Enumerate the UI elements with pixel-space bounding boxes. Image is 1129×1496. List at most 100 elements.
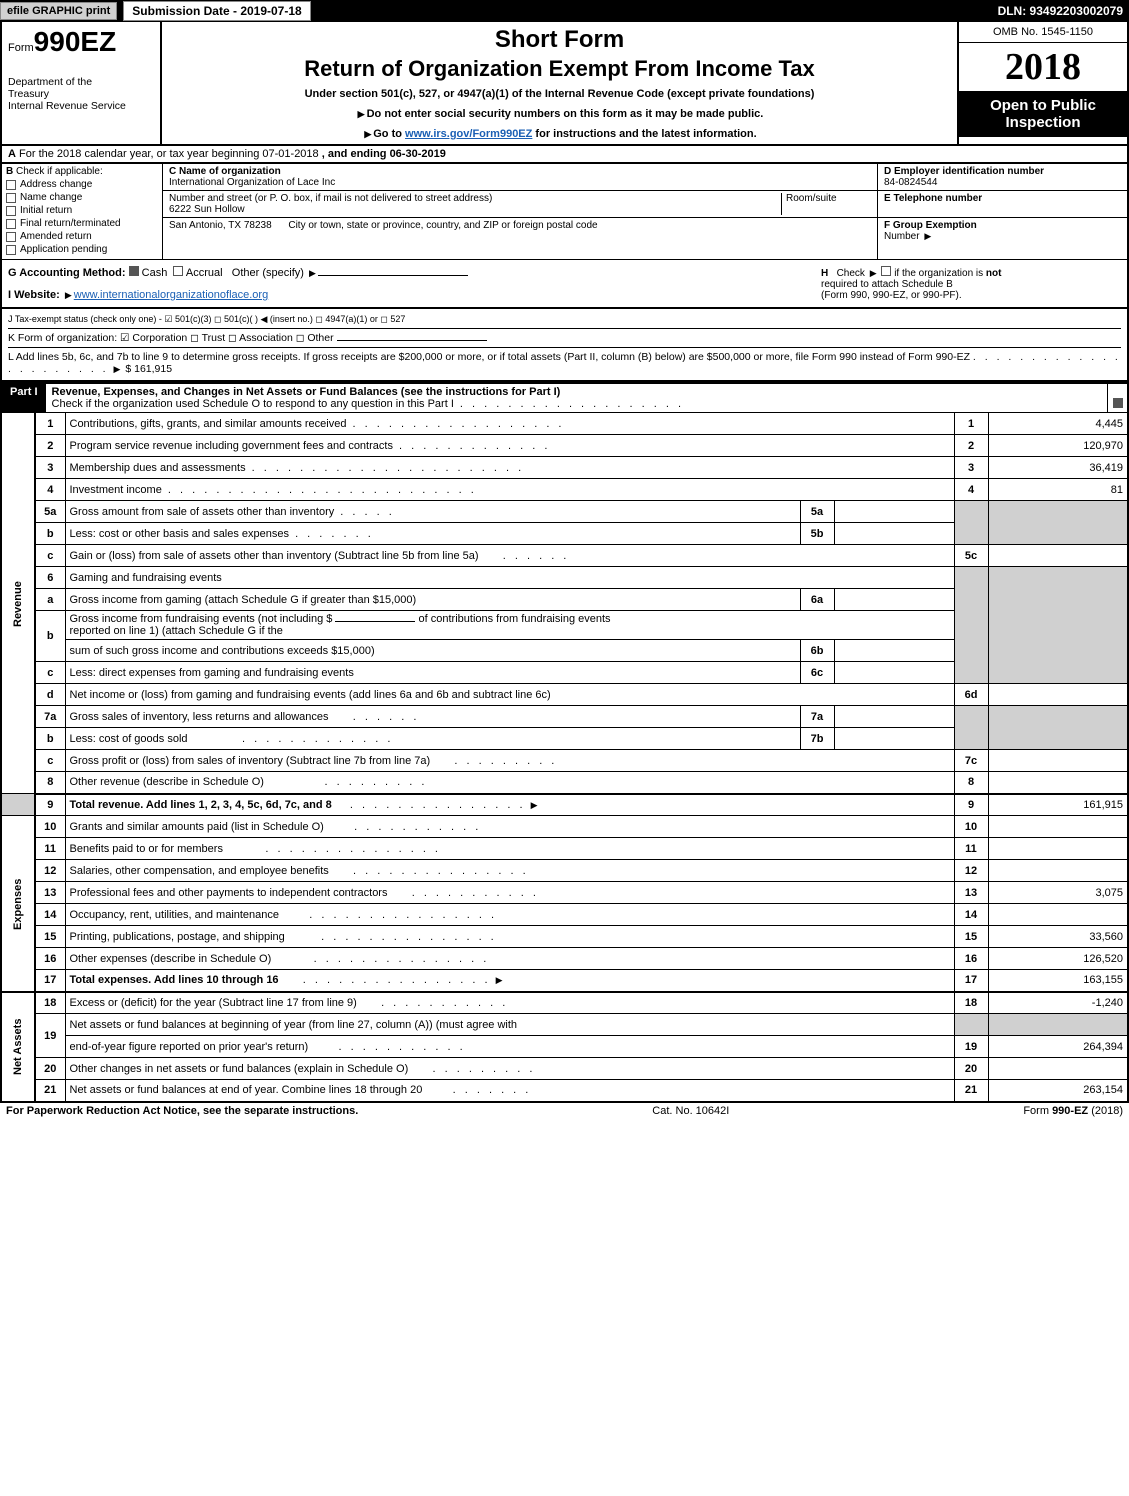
- numcol: 2: [954, 435, 988, 457]
- footer-right: Form 990-EZ (2018): [1023, 1105, 1123, 1117]
- subln: 7a: [800, 706, 834, 728]
- opt-other: Other (specify): [232, 267, 304, 279]
- desc: Net assets or fund balances at end of ye…: [70, 1084, 423, 1096]
- amt: 4,445: [988, 413, 1128, 435]
- label-h: H: [821, 268, 828, 279]
- dept-line1: Department of the: [8, 76, 154, 88]
- amt: 120,970: [988, 435, 1128, 457]
- checkbox-application-pending[interactable]: [6, 245, 16, 255]
- open-public-2: Inspection: [963, 114, 1123, 131]
- cat-expenses: Expenses: [1, 816, 35, 992]
- other-specify-input[interactable]: [318, 275, 468, 276]
- part1-check-text: Check if the organization used Schedule …: [52, 398, 454, 410]
- checkbox-h[interactable]: [881, 266, 891, 276]
- amt: 81: [988, 479, 1128, 501]
- numcol: 10: [954, 816, 988, 838]
- label-e: E Telephone number: [884, 193, 982, 204]
- desc3: reported on line 1) (attach Schedule G i…: [70, 625, 283, 637]
- ln: 16: [35, 948, 65, 970]
- ln: 10: [35, 816, 65, 838]
- ln: 9: [35, 794, 65, 816]
- arrow-icon: [112, 363, 123, 375]
- ln: 1: [35, 413, 65, 435]
- section-l-text: L Add lines 5b, 6c, and 7b to line 9 to …: [8, 351, 970, 363]
- desc: Investment income: [70, 484, 162, 496]
- desc: Program service revenue including govern…: [70, 440, 393, 452]
- opt-amended-return: Amended return: [20, 231, 92, 242]
- checkbox-schedule-o[interactable]: [1113, 398, 1123, 408]
- numcol: 7c: [954, 750, 988, 772]
- ein-value: 84-0824544: [884, 177, 1121, 188]
- desc: Gross sales of inventory, less returns a…: [70, 711, 329, 723]
- checkbox-cash[interactable]: [129, 266, 139, 276]
- ln: 15: [35, 926, 65, 948]
- checkbox-final-return[interactable]: [6, 219, 16, 229]
- amt: 126,520: [988, 948, 1128, 970]
- numcol: 12: [954, 860, 988, 882]
- opt-cash: Cash: [142, 267, 168, 279]
- label-d: D Employer identification number: [884, 166, 1044, 177]
- website-link[interactable]: www.internationalorganizationoflace.org: [74, 289, 268, 301]
- part1-title: Revenue, Expenses, and Changes in Net As…: [52, 386, 561, 398]
- desc: Professional fees and other payments to …: [70, 887, 388, 899]
- dept-line3: Internal Revenue Service: [8, 100, 154, 112]
- checkbox-initial-return[interactable]: [6, 206, 16, 216]
- desc: Net income or (loss) from gaming and fun…: [65, 684, 954, 706]
- ln: a: [35, 589, 65, 611]
- desc: Gaming and fundraising events: [65, 567, 954, 589]
- ln: 3: [35, 457, 65, 479]
- ln: b: [35, 728, 65, 750]
- ln: 4: [35, 479, 65, 501]
- org-name: International Organization of Lace Inc: [169, 177, 871, 188]
- section-l-amount: $ 161,915: [125, 363, 172, 375]
- desc: Gain or (loss) from sale of assets other…: [70, 550, 479, 562]
- amt: 3,075: [988, 882, 1128, 904]
- numcol: 9: [954, 794, 988, 816]
- label-b: B: [6, 166, 13, 177]
- numcol: 17: [954, 970, 988, 992]
- h-text1: if the organization is: [894, 268, 986, 279]
- efile-print-button[interactable]: efile GRAPHIC print: [0, 2, 117, 20]
- checkbox-address-change[interactable]: [6, 180, 16, 190]
- addr-label: Number and street (or P. O. box, if mail…: [169, 193, 781, 204]
- arrow-icon: [922, 231, 933, 242]
- checkbox-name-change[interactable]: [6, 193, 16, 203]
- ln: b: [35, 523, 65, 545]
- ln: d: [35, 684, 65, 706]
- desc: Other revenue (describe in Schedule O): [70, 776, 264, 788]
- ln: 12: [35, 860, 65, 882]
- amt: 161,915: [988, 794, 1128, 816]
- amt: 263,154: [988, 1080, 1128, 1102]
- checkbox-accrual[interactable]: [173, 266, 183, 276]
- opt-address-change: Address change: [20, 179, 92, 190]
- amt: 36,419: [988, 457, 1128, 479]
- amt: -1,240: [988, 992, 1128, 1014]
- irs-link[interactable]: www.irs.gov/Form990EZ: [405, 128, 532, 140]
- dept-line2: Treasury: [8, 88, 154, 100]
- desc2: end-of-year figure reported on prior yea…: [70, 1041, 309, 1053]
- desc: Total expenses. Add lines 10 through 16: [70, 974, 279, 986]
- amt: 33,560: [988, 926, 1128, 948]
- h-text2: required to attach Schedule B: [821, 279, 1121, 290]
- desc: Excess or (deficit) for the year (Subtra…: [70, 997, 357, 1009]
- desc: Net assets or fund balances at beginning…: [65, 1014, 954, 1036]
- opt-accrual: Accrual: [186, 267, 223, 279]
- desc: Other expenses (describe in Schedule O): [70, 953, 272, 965]
- instr-goto-post: for instructions and the latest informat…: [532, 128, 756, 140]
- ln: 17: [35, 970, 65, 992]
- ln: 14: [35, 904, 65, 926]
- subln: 5a: [800, 501, 834, 523]
- instr-goto-pre: Go to: [373, 128, 405, 140]
- label-f2: Number: [884, 231, 920, 242]
- numcol: 15: [954, 926, 988, 948]
- checkbox-amended-return[interactable]: [6, 232, 16, 242]
- fundraising-amount-input[interactable]: [335, 621, 415, 622]
- numcol: 18: [954, 992, 988, 1014]
- other-org-input[interactable]: [337, 340, 487, 341]
- ln: b: [35, 611, 65, 662]
- room-suite-label: Room/suite: [781, 193, 871, 215]
- numcol: 5c: [954, 545, 988, 567]
- desc: Gross income from gaming (attach Schedul…: [65, 589, 800, 611]
- city-value: San Antonio, TX 78238: [169, 220, 272, 231]
- section-bcdef: B Check if applicable: Address change Na…: [0, 164, 1129, 259]
